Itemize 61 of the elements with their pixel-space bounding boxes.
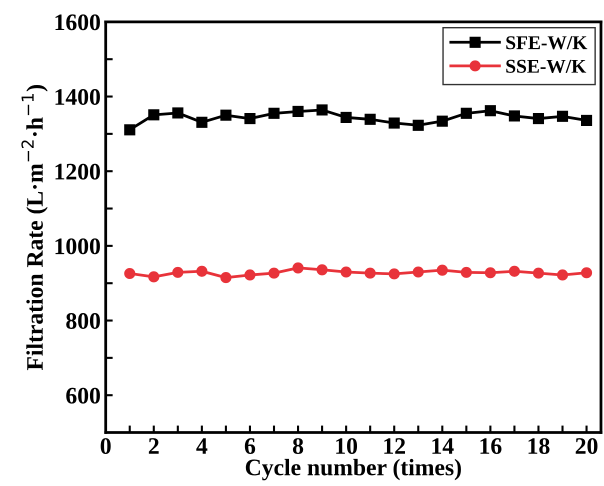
point	[532, 268, 544, 279]
point	[460, 108, 472, 119]
point	[508, 266, 520, 277]
point	[388, 268, 400, 280]
y-tick-label: 1200	[56, 164, 100, 180]
point	[316, 264, 328, 276]
x-tick-label: 10	[336, 438, 358, 454]
point	[220, 110, 232, 121]
x-tick-label: 14	[432, 438, 454, 454]
point	[124, 124, 136, 136]
x-tick-label: 12	[384, 438, 406, 454]
point	[364, 114, 376, 125]
point	[220, 272, 232, 284]
point	[196, 116, 208, 128]
x-tick-label: 6	[244, 438, 256, 454]
x-tick-label: 0	[100, 438, 111, 454]
point	[196, 266, 208, 277]
point	[340, 112, 352, 123]
y-tick-label: 600	[66, 388, 100, 404]
point	[412, 266, 424, 278]
point	[508, 110, 520, 122]
legend-label: SFE-W/K	[506, 36, 588, 50]
point	[292, 262, 304, 274]
point	[581, 114, 592, 126]
point	[436, 116, 448, 127]
point	[412, 120, 424, 131]
point	[172, 107, 184, 119]
y-tick-label: 1600	[56, 14, 100, 30]
legend-label: SSE-W/K	[506, 60, 586, 73]
point	[388, 117, 400, 129]
point	[172, 266, 184, 278]
point	[436, 264, 448, 276]
point	[292, 106, 304, 118]
point	[316, 104, 328, 116]
point	[148, 109, 160, 120]
x-tick-label: 4	[196, 438, 208, 454]
point	[484, 105, 496, 116]
point	[581, 267, 592, 278]
y-axis-title: Filtration Rate (L·m$^{−2}$·h$^{−1}$)	[21, 85, 48, 370]
point	[268, 108, 280, 119]
x-axis-title: Cycle number (times)	[246, 458, 461, 480]
point	[556, 110, 568, 122]
x-tick-label: 8	[292, 438, 304, 454]
point	[340, 266, 352, 278]
point	[556, 269, 568, 281]
point	[532, 113, 544, 124]
point	[244, 269, 256, 281]
point	[268, 268, 280, 279]
point	[124, 268, 136, 280]
y-tick-label: 800	[66, 313, 100, 329]
x-tick-label: 2	[148, 438, 159, 454]
point	[244, 113, 256, 124]
x-tick-label: 20	[576, 438, 598, 454]
point	[364, 268, 376, 279]
y-tick-label: 1400	[56, 89, 100, 105]
x-tick-label: 16	[480, 438, 502, 454]
y-tick-label: 1000	[56, 238, 100, 254]
point	[460, 266, 472, 278]
point	[484, 267, 496, 278]
point	[148, 271, 160, 282]
x-tick-label: 18	[528, 438, 550, 454]
